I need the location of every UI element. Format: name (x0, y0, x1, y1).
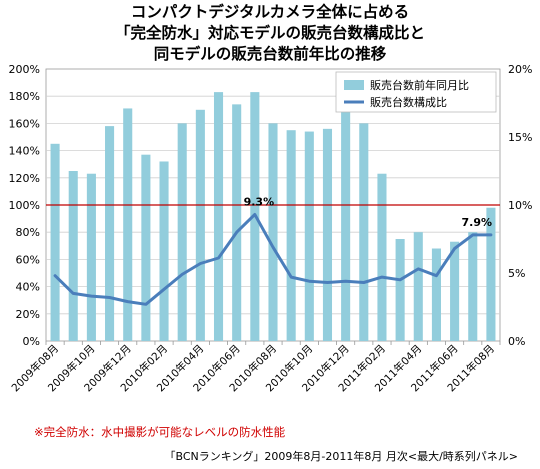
y-left-tick-label: 160% (9, 117, 40, 130)
bar (213, 92, 224, 342)
data-label: 7.9% (462, 216, 493, 229)
legend-label-line: 販売台数構成比 (370, 95, 447, 109)
bar (141, 154, 151, 341)
y-left-tick-label: 40% (16, 281, 40, 294)
bar (50, 143, 60, 341)
y-left-tick-label: 120% (9, 172, 40, 185)
bar (395, 239, 405, 341)
bar (68, 171, 78, 341)
y-left-tick-label: 100% (9, 199, 40, 212)
data-label: 9.3% (244, 196, 275, 209)
bar (413, 232, 423, 341)
bar (123, 108, 133, 341)
bar (486, 207, 496, 341)
chart-title-line-1: コンパクトデジタルカメラ全体に占める (130, 3, 410, 21)
y-left-tick-label: 20% (16, 308, 40, 321)
y-left-tick-label: 60% (16, 253, 40, 266)
bar (159, 161, 169, 341)
bar (195, 109, 205, 341)
bar (431, 248, 441, 341)
bar (232, 104, 242, 341)
footnote: ※完全防水：水中撮影が可能なレベルの防水性能 (34, 425, 286, 439)
y-right-tick-label: 0% (508, 335, 525, 348)
legend-swatch-bar (344, 80, 364, 90)
bar (322, 128, 333, 341)
bar (341, 108, 351, 341)
bar (177, 123, 187, 342)
bar (268, 123, 278, 342)
bar (359, 123, 369, 342)
chart-title-line-3: 同モデルの販売台数前年比の推移 (153, 45, 387, 63)
y-left-tick-label: 0% (23, 335, 40, 348)
source-note: 「BCNランキング」2009年8月-2011年8月 月次<最大/時系列パネル> (164, 450, 518, 463)
line-series (53, 213, 493, 306)
bar (286, 130, 296, 341)
chart-title: コンパクトデジタルカメラ全体に占める 「完全防水」対応モデルの販売台数構成比と … (0, 2, 540, 65)
y-left-tick-label: 140% (9, 145, 40, 158)
y-left-tick-label: 200% (9, 63, 40, 76)
bar (86, 173, 96, 341)
y-right-tick-label: 5% (508, 267, 525, 280)
y-right-tick-label: 20% (508, 63, 532, 76)
chart-title-line-2: 「完全防水」対応モデルの販売台数構成比と (114, 24, 425, 42)
bar (304, 131, 314, 341)
bar (468, 232, 478, 341)
bar (450, 241, 460, 341)
y-right-tick-label: 10% (508, 199, 532, 212)
legend-box (335, 71, 497, 113)
y-left-tick-label: 180% (9, 90, 40, 103)
bar (377, 173, 387, 341)
y-right-tick-label: 15% (508, 131, 532, 144)
legend-label-bar: 販売台数前年同月比 (370, 78, 469, 92)
bar (105, 126, 115, 342)
y-left-tick-label: 80% (16, 226, 40, 239)
